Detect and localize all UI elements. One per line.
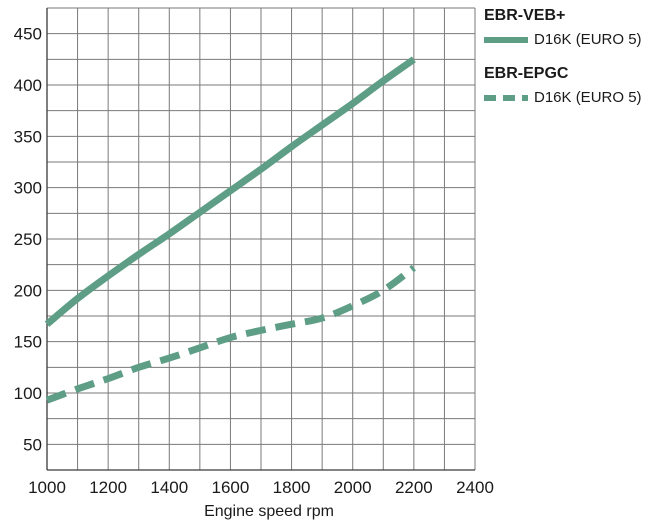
x-tick-label: 1600 [212, 478, 250, 497]
y-tick-label: 150 [14, 333, 42, 352]
y-tick-label: 200 [14, 281, 42, 300]
legend-entry-veb: D16K (EURO 5) [484, 30, 654, 50]
dashed-line-swatch [484, 95, 528, 101]
legend-group-veb: EBR-VEB+ D16K (EURO 5) [484, 6, 654, 50]
x-tick-label: 2400 [456, 478, 494, 497]
x-tick-label: 1000 [28, 478, 66, 497]
x-axis-label: Engine speed rpm [204, 503, 334, 520]
series-line-ebr-veb [44, 56, 416, 327]
y-tick-label: 300 [14, 179, 42, 198]
series-lines [44, 56, 416, 404]
legend-entry-epgc: D16K (EURO 5) [484, 88, 654, 108]
x-tick-label: 1400 [150, 478, 188, 497]
y-tick-label: 450 [14, 25, 42, 44]
x-tick-label: 1800 [273, 478, 311, 497]
y-tick-label: 350 [14, 127, 42, 146]
series-line-ebr-epgc [45, 264, 416, 404]
grid [46, 7, 476, 471]
legend-label-veb: D16K (EURO 5) [534, 31, 642, 48]
solid-line-swatch [484, 37, 528, 43]
legend-label-epgc: D16K (EURO 5) [534, 89, 642, 106]
y-tick-label: 100 [14, 384, 42, 403]
y-tick-label: 50 [23, 435, 42, 454]
y-tick-label: 250 [14, 230, 42, 249]
x-tick-label: 1200 [89, 478, 127, 497]
legend-title-epgc: EBR-EPGC [484, 65, 569, 82]
legend: EBR-VEB+ D16K (EURO 5) EBR-EPGC D16K (EU… [484, 6, 654, 122]
y-tick-label: 400 [14, 76, 42, 95]
x-tick-label: 2200 [395, 478, 433, 497]
legend-title-veb: EBR-VEB+ [484, 7, 566, 24]
x-tick-label: 2000 [334, 478, 372, 497]
tick-labels: 50 100 150 200 250 300 350 400 450 1000 1200 1400 16… [14, 25, 494, 497]
legend-group-epgc: EBR-EPGC D16K (EURO 5) [484, 64, 654, 108]
